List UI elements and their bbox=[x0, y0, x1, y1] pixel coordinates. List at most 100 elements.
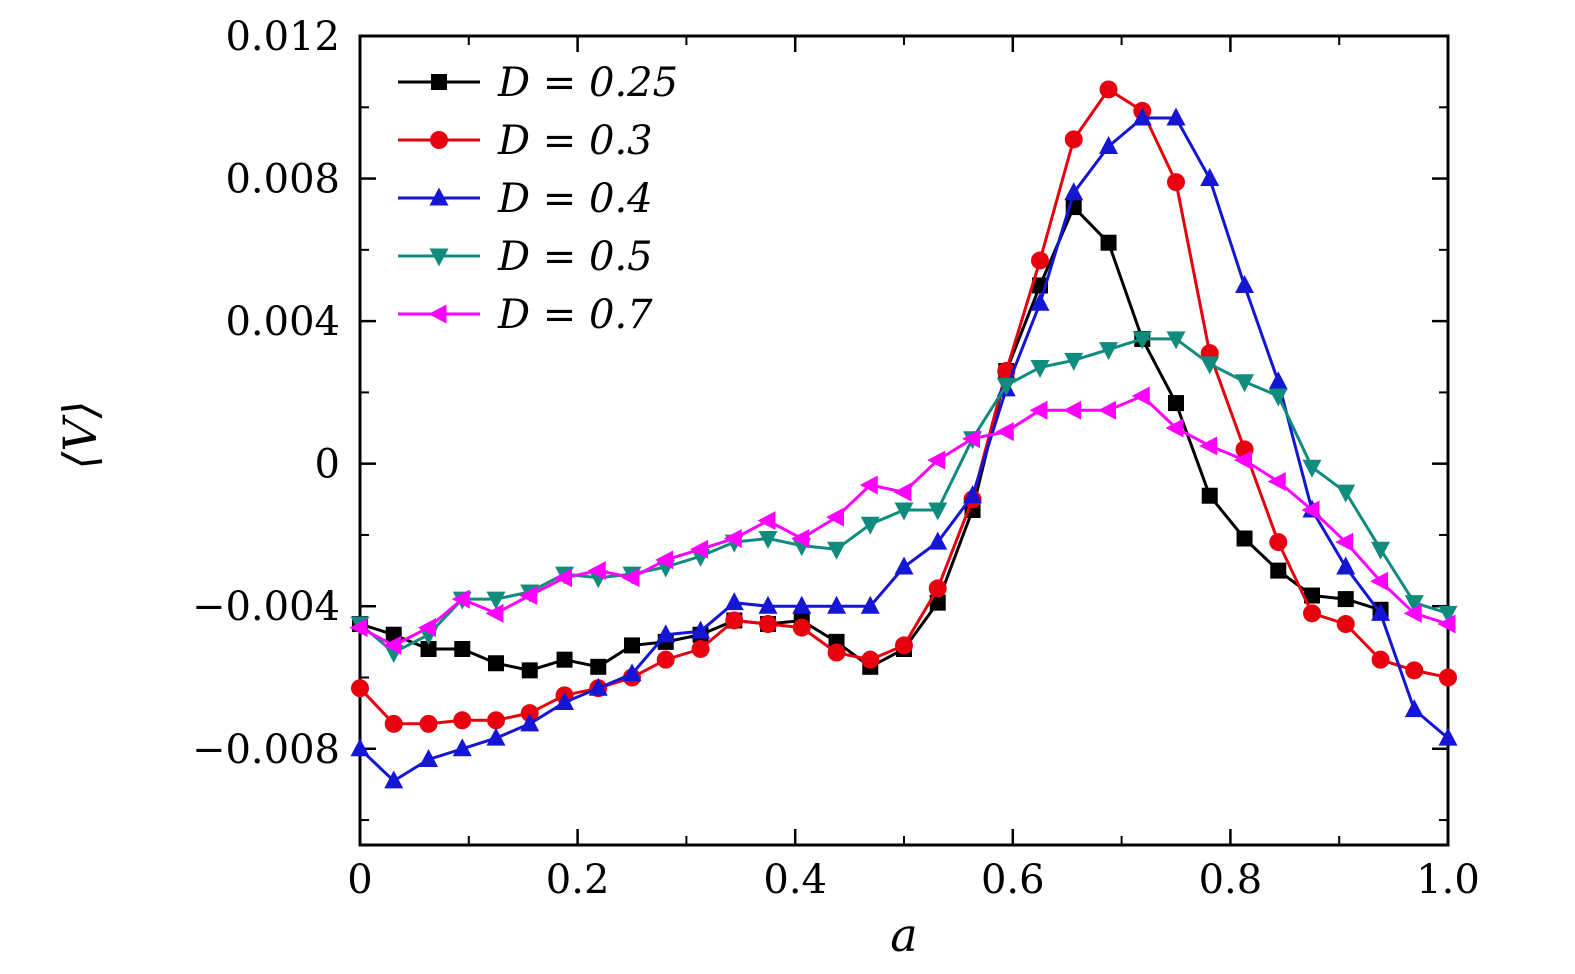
triangle-up-marker bbox=[555, 691, 575, 710]
circle-marker bbox=[827, 643, 846, 662]
square-marker bbox=[1270, 562, 1287, 579]
triangle-down-marker bbox=[827, 541, 847, 560]
triangle-down-marker bbox=[1064, 352, 1084, 371]
circle-marker bbox=[1371, 650, 1390, 669]
triangle-up-marker bbox=[622, 663, 642, 682]
legend-item: D = 0.25 bbox=[398, 60, 678, 106]
triangle-left-marker bbox=[1199, 436, 1218, 456]
triangle-up-marker bbox=[588, 677, 608, 696]
triangle-left-marker bbox=[1301, 500, 1320, 520]
circle-marker bbox=[792, 618, 811, 637]
triangle-left-marker bbox=[1029, 400, 1048, 420]
circle-marker bbox=[759, 615, 777, 634]
triangle-left-marker bbox=[428, 304, 447, 324]
square-marker bbox=[929, 594, 946, 611]
legend-item: D = 0.7 bbox=[398, 292, 653, 338]
triangle-up-marker bbox=[792, 595, 812, 614]
circle-marker bbox=[725, 611, 744, 630]
triangle-left-marker bbox=[1403, 603, 1422, 623]
triangle-left-marker bbox=[519, 586, 538, 606]
triangle-left-marker bbox=[723, 529, 742, 549]
legend-item: D = 0.3 bbox=[398, 118, 653, 164]
circle-marker bbox=[419, 714, 438, 733]
triangle-left-marker bbox=[1234, 450, 1253, 470]
circle-marker bbox=[384, 714, 403, 733]
triangle-up-marker bbox=[350, 738, 370, 757]
triangle-up-marker bbox=[1064, 182, 1084, 201]
y-tick-label: 0.008 bbox=[225, 157, 340, 203]
series-D=0.4 bbox=[350, 107, 1458, 789]
triangle-up-marker bbox=[1030, 292, 1050, 311]
x-tick-label: 0 bbox=[347, 857, 372, 903]
x-tick-label: 0.6 bbox=[981, 857, 1045, 903]
triangle-left-marker bbox=[962, 429, 981, 449]
legend-label: D = 0.3 bbox=[497, 118, 653, 164]
circle-marker bbox=[1167, 173, 1185, 192]
series-line bbox=[359, 394, 1449, 647]
circle-marker bbox=[520, 704, 539, 723]
triangle-up-marker bbox=[486, 727, 506, 746]
circle-marker bbox=[691, 639, 710, 658]
circle-marker bbox=[1064, 130, 1083, 149]
triangle-left-marker bbox=[859, 475, 878, 495]
square-marker bbox=[1304, 587, 1320, 604]
legend-label: D = 0.5 bbox=[497, 234, 653, 280]
series-D=0.3 bbox=[351, 80, 1457, 733]
y-tick-label: 0.004 bbox=[225, 299, 340, 345]
y-tick-label: 0 bbox=[315, 442, 340, 488]
circle-marker bbox=[430, 131, 448, 149]
triangle-up-marker bbox=[758, 595, 778, 614]
x-tick-label: 0.2 bbox=[546, 857, 610, 903]
legend-label: D = 0.4 bbox=[497, 176, 653, 222]
triangle-up-marker bbox=[1166, 107, 1186, 126]
square-marker bbox=[420, 640, 437, 657]
triangle-down-marker bbox=[1099, 342, 1119, 361]
triangle-down-marker bbox=[429, 248, 449, 267]
triangle-down-marker bbox=[1404, 595, 1424, 614]
triangle-up-marker bbox=[452, 738, 472, 757]
square-marker bbox=[488, 655, 504, 672]
triangle-down-marker bbox=[860, 516, 880, 535]
triangle-left-marker bbox=[1437, 614, 1456, 634]
series-D=0.7 bbox=[349, 386, 1456, 655]
circle-marker bbox=[351, 679, 369, 698]
triangle-down-marker bbox=[486, 591, 506, 610]
legend-label: D = 0.7 bbox=[497, 292, 653, 338]
x-tick-label: 1.0 bbox=[1416, 857, 1480, 903]
triangle-left-marker bbox=[826, 507, 845, 527]
square-marker bbox=[556, 651, 573, 668]
triangle-left-marker bbox=[587, 561, 606, 581]
triangle-left-marker bbox=[451, 589, 470, 609]
x-tick-label: 0.4 bbox=[763, 857, 827, 903]
x-tick-label: 0.8 bbox=[1199, 857, 1263, 903]
triangle-down-marker bbox=[928, 502, 948, 521]
square-marker bbox=[624, 637, 640, 654]
triangle-down-marker bbox=[1166, 331, 1186, 350]
triangle-up-marker bbox=[1268, 371, 1288, 390]
square-marker bbox=[521, 662, 538, 679]
circle-marker bbox=[1269, 533, 1288, 552]
triangle-down-marker bbox=[1268, 388, 1288, 407]
triangle-left-marker bbox=[893, 482, 912, 502]
triangle-down-marker bbox=[1200, 356, 1220, 375]
triangle-left-marker bbox=[621, 568, 640, 588]
y-tick-label: −0.008 bbox=[192, 727, 340, 773]
triangle-down-marker bbox=[1132, 331, 1152, 350]
triangle-left-marker bbox=[1165, 418, 1184, 438]
triangle-up-marker bbox=[520, 713, 540, 732]
triangle-up-marker bbox=[1371, 602, 1391, 621]
triangle-up-marker bbox=[656, 624, 676, 643]
triangle-down-marker bbox=[1438, 605, 1458, 624]
square-marker bbox=[1168, 395, 1184, 412]
triangle-left-marker bbox=[927, 450, 946, 470]
triangle-up-marker bbox=[1132, 107, 1152, 126]
square-marker bbox=[1201, 487, 1218, 504]
circle-marker bbox=[861, 650, 880, 669]
square-marker bbox=[454, 640, 471, 657]
circle-marker bbox=[1031, 251, 1049, 270]
triangle-up-marker bbox=[1336, 556, 1356, 575]
triangle-left-marker bbox=[791, 529, 810, 549]
y-axis-label: ⟨V⟩ bbox=[53, 400, 107, 470]
circle-marker bbox=[895, 636, 913, 655]
triangle-left-marker bbox=[757, 511, 776, 531]
